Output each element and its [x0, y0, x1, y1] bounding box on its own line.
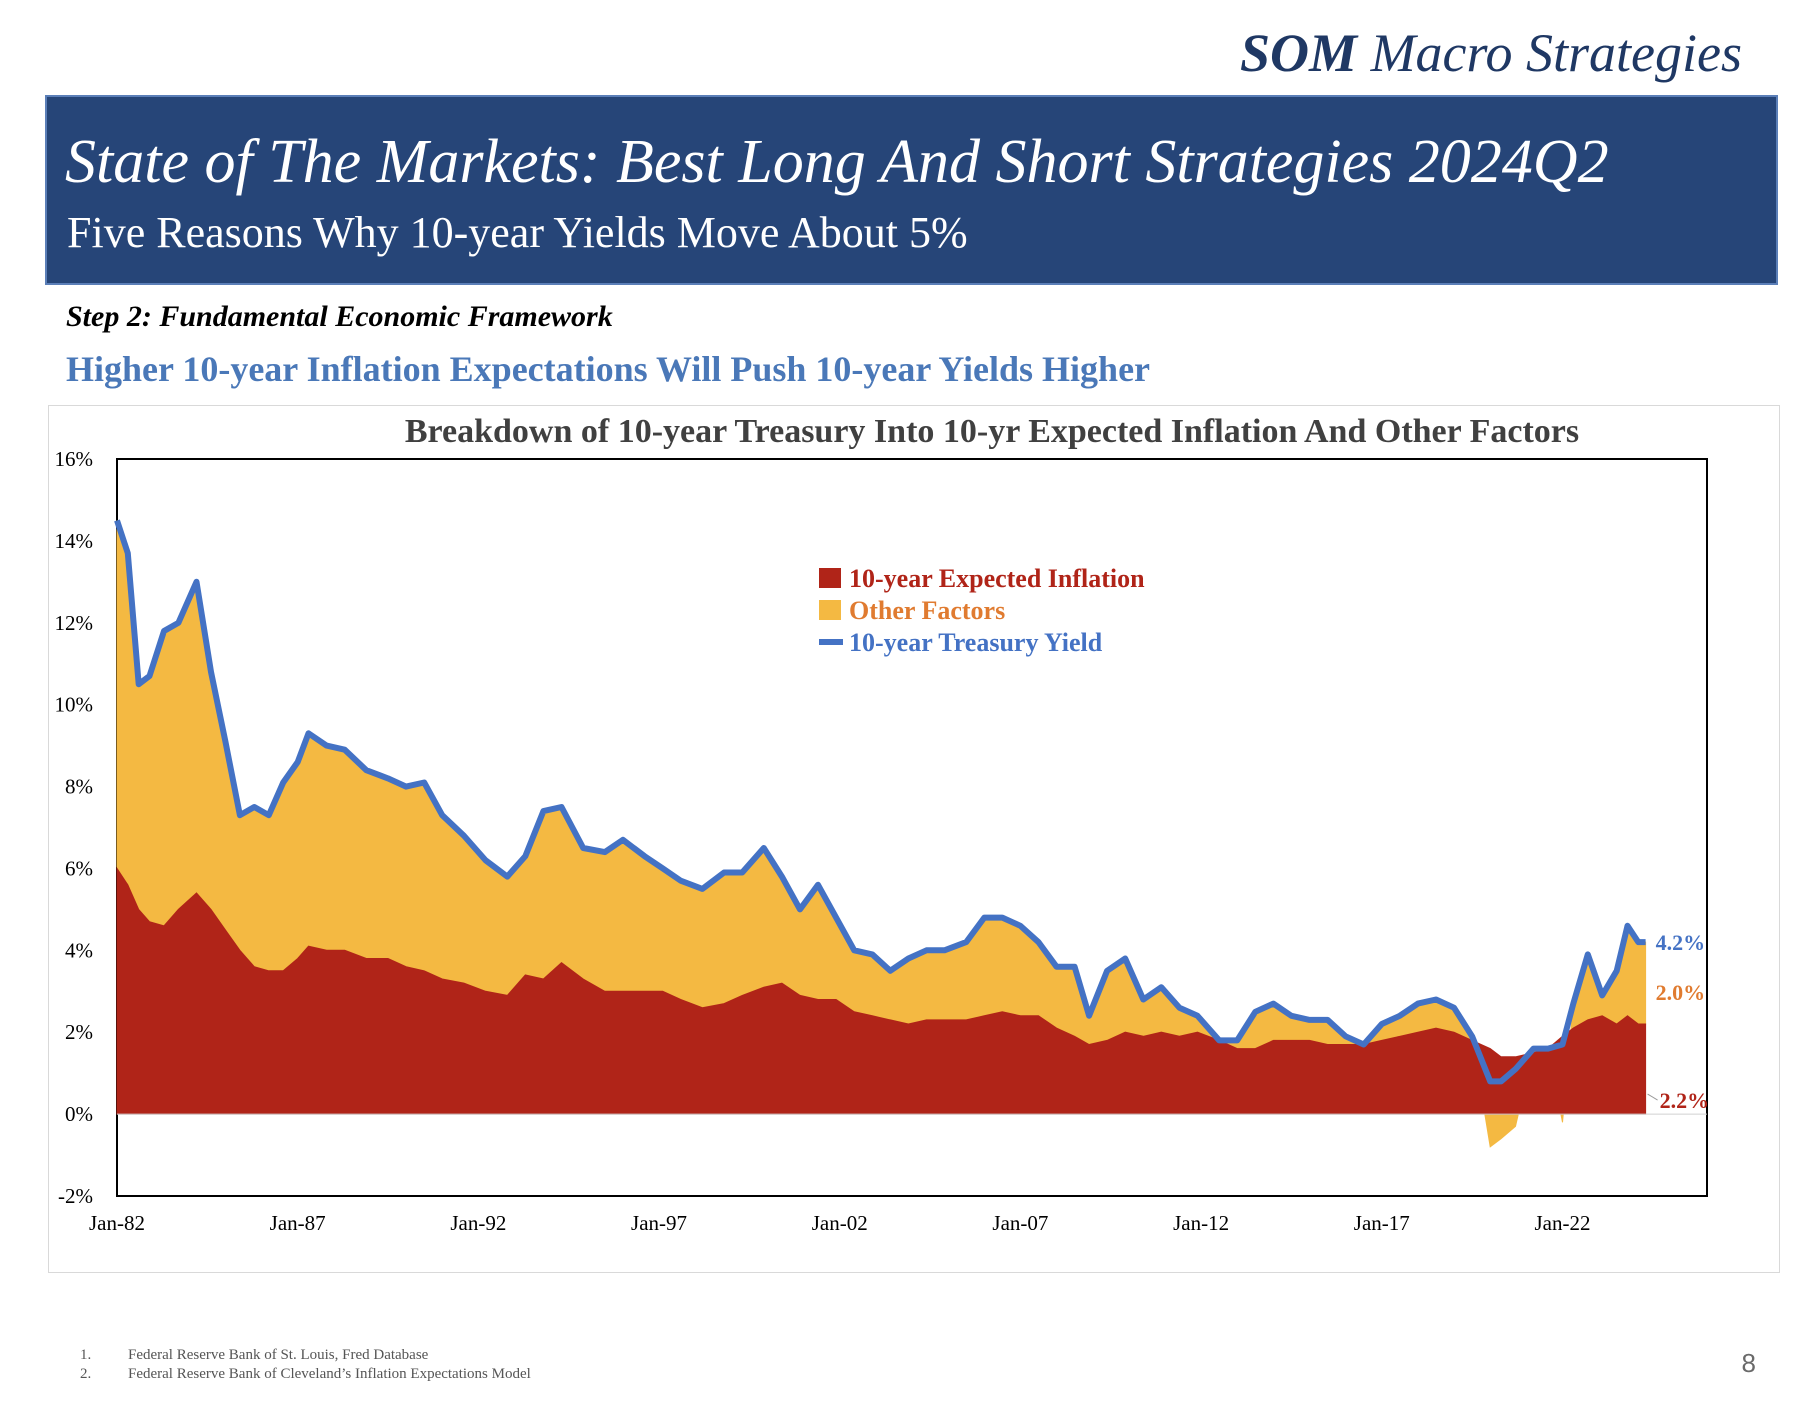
x-tick-label: Jan-17 [1354, 1211, 1410, 1235]
brand-rest: Macro Strategies [1370, 23, 1742, 83]
end-label-yield: 4.2% [1656, 930, 1706, 955]
banner-subtitle: Five Reasons Why 10-year Yields Move Abo… [67, 208, 968, 257]
x-tick-label: Jan-97 [631, 1211, 687, 1235]
chart-svg: Breakdown of 10-year Treasury Into 10-yr… [55, 413, 1710, 1235]
end-label-leader [1647, 1093, 1658, 1101]
y-tick-label: -2% [58, 1184, 93, 1208]
footnote: 2. Federal Reserve Bank of Cleveland’s In… [80, 1366, 531, 1382]
y-tick-label: 0% [65, 1102, 93, 1126]
x-tick-label: Jan-92 [450, 1211, 506, 1235]
x-tick-label: Jan-87 [270, 1211, 326, 1235]
legend-label-other: Other Factors [849, 596, 1005, 625]
y-tick-label: 2% [65, 1020, 93, 1044]
legend-label-yield: 10-year Treasury Yield [849, 628, 1103, 657]
y-tick-label: 14% [55, 529, 94, 553]
title-banner: State of The Markets: Best Long And Shor… [45, 95, 1778, 285]
x-tick-label: Jan-22 [1534, 1211, 1590, 1235]
step-label: Step 2: Fundamental Economic Framework [66, 300, 613, 333]
expected-inflation-area [116, 866, 1647, 1115]
legend-swatch-other [819, 600, 841, 620]
legend-swatch-inflation [819, 568, 841, 588]
banner-title: State of The Markets: Best Long And Shor… [65, 128, 1609, 196]
x-tick-label: Jan-02 [812, 1211, 868, 1235]
legend-label-inflation: 10-year Expected Inflation [849, 564, 1145, 593]
page-number: 8 [1741, 1348, 1756, 1378]
footnotes: 1. Federal Reserve Bank of St. Louis, Fre… [80, 1346, 531, 1384]
chart-title: Breakdown of 10-year Treasury Into 10-yr… [405, 413, 1579, 450]
y-tick-label: 16% [55, 447, 94, 471]
y-tick-label: 12% [55, 611, 94, 635]
y-tick-label: 10% [55, 693, 94, 717]
x-tick-label: Jan-12 [1173, 1211, 1229, 1235]
x-tick-label: Jan-82 [89, 1211, 145, 1235]
x-tick-label: Jan-07 [992, 1211, 1048, 1235]
y-tick-label: 4% [65, 938, 93, 962]
treasury-yield-line [114, 519, 1646, 1085]
brand-bold: SOM [1240, 23, 1358, 83]
headline: Higher 10-year Inflation Expectations Wi… [66, 349, 1151, 389]
end-label-other: 2.0% [1656, 980, 1706, 1005]
end-label-inflation: 2.2% [1660, 1088, 1710, 1113]
y-tick-label: 6% [65, 856, 93, 880]
footnote: 1. Federal Reserve Bank of St. Louis, Fre… [80, 1347, 429, 1363]
y-tick-label: 8% [65, 775, 93, 799]
chart-frame: Breakdown of 10-year Treasury Into 10-yr… [48, 405, 1780, 1273]
brand-logo: SOM Macro Strategies [1240, 22, 1742, 84]
